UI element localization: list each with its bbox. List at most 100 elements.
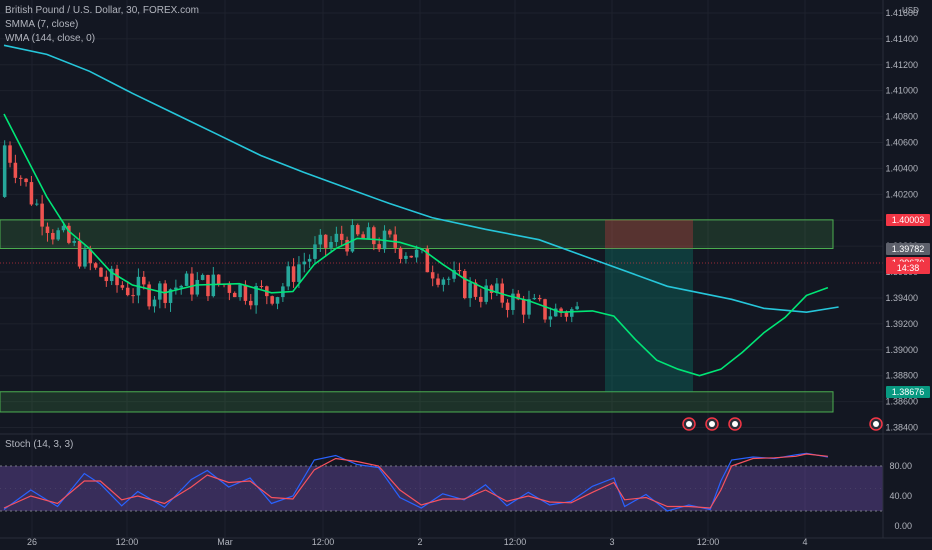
- candle-body: [532, 297, 537, 300]
- candle-body: [259, 285, 264, 287]
- candle-body: [131, 295, 135, 297]
- currency-label: USD: [902, 6, 919, 15]
- candle-body: [275, 297, 280, 304]
- stoch-tick-label: 0.00: [894, 521, 912, 531]
- candles-layer: [2, 140, 579, 327]
- candle-body: [83, 249, 87, 267]
- candle-body: [195, 279, 200, 295]
- wma-line: [3, 44, 839, 314]
- candle-body: [297, 264, 301, 282]
- resistance-zone[interactable]: [0, 219, 834, 249]
- candle-body: [152, 299, 157, 307]
- time-tick-label: 12:00: [116, 537, 139, 547]
- candle-body: [372, 227, 376, 245]
- support-zone[interactable]: [0, 391, 834, 413]
- candle-body: [56, 230, 60, 240]
- candle-body: [35, 203, 39, 205]
- candle-body: [18, 177, 23, 179]
- candle-body: [227, 284, 232, 293]
- event-flag-dot: [686, 421, 692, 427]
- stoch-legend[interactable]: Stoch (14, 3, 3): [5, 439, 74, 450]
- candle-body: [505, 302, 510, 310]
- candle-body: [249, 300, 253, 306]
- candle-body: [29, 182, 34, 205]
- candle-body: [404, 255, 408, 259]
- candle-body: [570, 309, 574, 317]
- candle-body: [409, 255, 414, 258]
- candle-body: [446, 278, 451, 280]
- candle-body: [302, 261, 307, 265]
- candle-body: [216, 274, 221, 285]
- time-tick-label: 12:00: [504, 537, 527, 547]
- price-tick-label: 1.40800: [885, 112, 918, 122]
- candle-body: [168, 289, 173, 303]
- candle-body: [463, 271, 467, 299]
- candle-body: [67, 225, 71, 243]
- price-tag: 1.38676: [886, 385, 930, 398]
- candle-body: [24, 178, 28, 183]
- candle-body: [174, 287, 178, 290]
- candle-body: [184, 273, 189, 286]
- smma-legend[interactable]: SMMA (7, close): [5, 19, 79, 30]
- candle-body: [489, 285, 494, 293]
- candle-body: [516, 293, 521, 300]
- event-flag-dot: [709, 421, 715, 427]
- symbol-title[interactable]: British Pound / U.S. Dollar, 30, FOREX.c…: [5, 5, 199, 16]
- candle-body: [345, 239, 349, 252]
- candle-body: [527, 299, 531, 315]
- candle-body: [51, 232, 55, 240]
- candle-body: [334, 233, 339, 242]
- time-tick-label: Mar: [217, 537, 233, 547]
- indicator-lines: [3, 44, 839, 377]
- candle-body: [430, 272, 435, 279]
- candle-body: [350, 225, 355, 252]
- candle-body: [200, 274, 205, 280]
- time-tick-label: 2: [417, 537, 422, 547]
- time-tick-label: 12:00: [312, 537, 335, 547]
- candle-body: [500, 283, 504, 303]
- position-stop-area[interactable]: [605, 219, 693, 249]
- stoch-k-line: [3, 452, 829, 512]
- candle-body: [398, 247, 403, 259]
- candle-body: [366, 227, 371, 239]
- candle-body: [8, 145, 12, 163]
- price-tick-label: 1.40400: [885, 163, 918, 173]
- candle-body: [452, 270, 456, 279]
- candle-body: [468, 282, 472, 299]
- candle-body: [77, 240, 82, 267]
- candle-body: [2, 145, 7, 197]
- price-tick-label: 1.39400: [885, 293, 918, 303]
- price-tick-label: 1.40200: [885, 189, 918, 199]
- candle-body: [575, 306, 579, 310]
- time-tick-label: 12:00: [697, 537, 720, 547]
- candle-body: [243, 284, 248, 301]
- price-tick-label: 1.38600: [885, 397, 918, 407]
- candle-body: [495, 283, 499, 293]
- candle-body: [72, 240, 76, 243]
- candle-body: [99, 267, 103, 277]
- candle-body: [436, 278, 440, 285]
- position-target-area[interactable]: [605, 248, 693, 392]
- price-tick-label: 1.41000: [885, 86, 918, 96]
- candle-body: [190, 273, 194, 295]
- candle-body: [318, 234, 323, 245]
- candle-body: [361, 234, 365, 239]
- stoch-d-line: [3, 453, 828, 509]
- wma-legend[interactable]: WMA (144, close, 0): [5, 33, 96, 44]
- candle-body: [313, 244, 317, 259]
- price-tick-label: 1.38400: [885, 423, 918, 433]
- candle-body: [206, 274, 210, 297]
- candle-body: [425, 248, 430, 273]
- candle-body: [356, 225, 360, 235]
- candle-body: [548, 316, 553, 320]
- candle-body: [13, 162, 18, 178]
- time-tick-label: 3: [609, 537, 614, 547]
- candle-body: [479, 296, 483, 302]
- event-flags[interactable]: [682, 417, 883, 431]
- stoch-tick-label: 40.00: [889, 491, 912, 501]
- time-tick-label: 26: [27, 537, 37, 547]
- candle-body: [339, 233, 344, 240]
- candle-body: [537, 297, 542, 300]
- time-tick-label: 4: [802, 537, 807, 547]
